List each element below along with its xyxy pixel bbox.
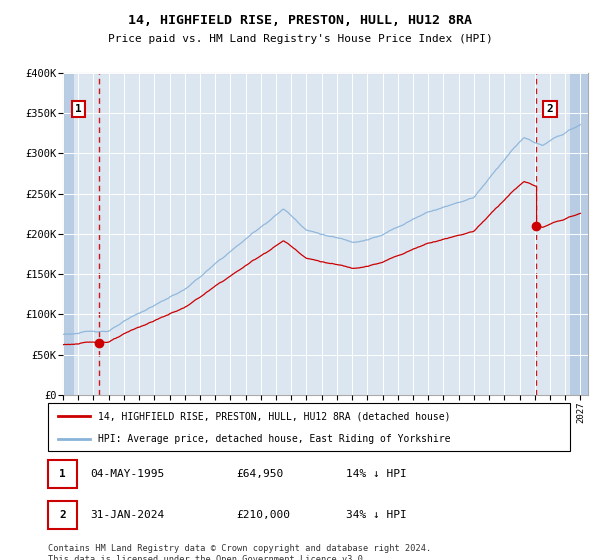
Text: Contains HM Land Registry data © Crown copyright and database right 2024.
This d: Contains HM Land Registry data © Crown c… bbox=[48, 544, 431, 560]
Bar bbox=[570, 73, 588, 395]
Text: Price paid vs. HM Land Registry's House Price Index (HPI): Price paid vs. HM Land Registry's House … bbox=[107, 34, 493, 44]
Text: 1: 1 bbox=[75, 104, 82, 114]
Text: 14, HIGHFIELD RISE, PRESTON, HULL, HU12 8RA: 14, HIGHFIELD RISE, PRESTON, HULL, HU12 … bbox=[128, 14, 472, 27]
Text: 2: 2 bbox=[59, 510, 66, 520]
Text: 1: 1 bbox=[59, 469, 66, 479]
Bar bbox=[570, 73, 588, 395]
Text: 04-MAY-1995: 04-MAY-1995 bbox=[90, 469, 164, 479]
Text: 34% ↓ HPI: 34% ↓ HPI bbox=[346, 510, 406, 520]
Bar bbox=[48, 501, 77, 529]
Text: £64,950: £64,950 bbox=[236, 469, 283, 479]
Text: £210,000: £210,000 bbox=[236, 510, 290, 520]
Text: 2: 2 bbox=[547, 104, 553, 114]
Text: HPI: Average price, detached house, East Riding of Yorkshire: HPI: Average price, detached house, East… bbox=[98, 434, 450, 444]
Text: 31-JAN-2024: 31-JAN-2024 bbox=[90, 510, 164, 520]
Bar bbox=[63, 73, 74, 395]
Bar bbox=[63, 73, 74, 395]
Text: 14% ↓ HPI: 14% ↓ HPI bbox=[346, 469, 406, 479]
Bar bbox=[48, 460, 77, 488]
Text: 14, HIGHFIELD RISE, PRESTON, HULL, HU12 8RA (detached house): 14, HIGHFIELD RISE, PRESTON, HULL, HU12 … bbox=[98, 411, 450, 421]
